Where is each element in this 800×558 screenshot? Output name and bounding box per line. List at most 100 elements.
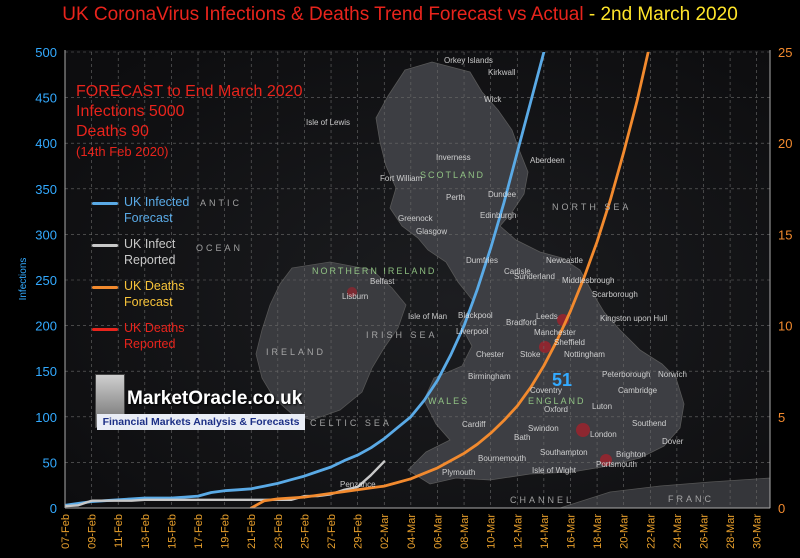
x-tick-label-23-Feb: 23-Feb <box>273 514 285 549</box>
y-axis-left: 0 50 100 150 200 250 300 350 400 450 500 <box>35 45 66 516</box>
map-label-inverness: Inverness <box>436 153 471 162</box>
legend-item-infected-forecast: UK Infected Forecast <box>92 194 200 226</box>
map-label-swindon: Swindon <box>528 424 559 433</box>
map-label-kirkwall: Kirkwall <box>488 68 516 77</box>
map-label-luton: Luton <box>592 402 613 411</box>
map-hotspot-brighton <box>600 454 612 466</box>
y-tick-label-350: 350 <box>35 182 57 197</box>
brand-tagline: Financial Markets Analysis & Forecasts <box>97 414 305 430</box>
legend-swatch-infect-reported <box>92 244 118 247</box>
x-tick-label-09-Feb: 09-Feb <box>87 514 99 549</box>
map-label-nottingham: Nottingham <box>564 350 605 359</box>
y-axis-label: Infections <box>18 258 29 301</box>
forecast-annotation: FORECAST to End March 2020 Infections 50… <box>76 82 302 162</box>
map-hotspot-london <box>576 423 590 437</box>
legend-label-infect-reported: UK Infect Reported <box>124 237 176 267</box>
x-tick-label-04-Mar: 04-Mar <box>406 514 418 549</box>
map-label-london: London <box>590 430 617 439</box>
series-layer <box>65 52 650 508</box>
series-line-0 <box>65 52 546 507</box>
x-tick-label-25-Feb: 25-Feb <box>299 514 311 549</box>
x-tick-label-19-Feb: 19-Feb <box>220 514 232 549</box>
y-tick-label-500: 500 <box>35 45 57 60</box>
y-tick-label-250: 250 <box>35 273 57 288</box>
x-tick-label-26-Mar: 26-Mar <box>698 514 710 549</box>
y-tick-label-400: 400 <box>35 136 57 151</box>
legend-label-deaths-reported: UK Deaths Reported <box>124 321 185 351</box>
forecast-line-3: Deaths 90 <box>76 123 149 140</box>
map-label-cardiff: Cardiff <box>462 420 486 429</box>
y2-tick-label-5: 5 <box>778 410 785 425</box>
y-tick-label-150: 150 <box>35 364 57 379</box>
map-label-lisburn: Lisburn <box>342 292 369 301</box>
map-label-dundee: Dundee <box>488 190 517 199</box>
map-label-liverpool: Liverpool <box>456 327 489 336</box>
x-tick-label-27-Feb: 27-Feb <box>326 514 338 549</box>
legend-item-infect-reported: UK Infect Reported <box>92 236 200 268</box>
legend-item-deaths-forecast: UK Deaths Forecast <box>92 278 200 310</box>
map-label-southend: Southend <box>632 419 667 428</box>
map-label-dover: Dover <box>662 437 684 446</box>
title-main: UK CoronaVirus Infections & Deaths Trend… <box>62 4 584 25</box>
x-tick-label-11-Feb: 11-Feb <box>113 514 125 548</box>
map-label-plymouth: Plymouth <box>442 468 476 477</box>
map-label-stoke: Stoke <box>520 350 541 359</box>
x-tick-label-17-Feb: 17-Feb <box>193 514 205 549</box>
map-label-norwich: Norwich <box>658 370 687 379</box>
map-hotspot-manchester <box>539 341 551 353</box>
y-axis-right: 0 5 10 15 20 25 <box>769 45 792 516</box>
legend-label-infected-forecast: UK Infected Forecast <box>124 195 190 225</box>
brand-name: MarketOracle.co.uk <box>127 388 303 409</box>
y-tick-label-200: 200 <box>35 319 57 334</box>
map-label-edinburgh: Edinburgh <box>480 211 517 220</box>
forecast-line-1: FORECAST to End March 2020 <box>76 83 303 100</box>
map-label-orkney: Orkey Islands <box>444 56 493 65</box>
map-label-north-sea: NORTH SEA <box>552 202 632 212</box>
legend-swatch-infected-forecast <box>92 202 118 205</box>
map-label-isle-of-lewis: Isle of Lewis <box>306 118 351 127</box>
map-label-scotland: SCOTLAND <box>420 170 486 180</box>
x-tick-label-29-Feb: 29-Feb <box>353 514 365 549</box>
map-label-carlisle: Carlisle <box>504 267 531 276</box>
map-label-belfast: Belfast <box>370 277 395 286</box>
y2-tick-label-0: 0 <box>778 501 785 516</box>
x-tick-label-07-Feb: 07-Feb <box>60 514 72 549</box>
map-label-penzance: Penzance <box>340 480 376 489</box>
y2-tick-label-25: 25 <box>778 45 792 60</box>
map-label-celtic-sea: CELTIC SEA <box>310 418 392 428</box>
y-tick-label-300: 300 <box>35 227 57 242</box>
map-label-isle-of-wight: Isle of Wight <box>532 466 577 475</box>
map-label-perth: Perth <box>446 193 466 202</box>
legend-item-deaths-reported: UK Deaths Reported <box>92 320 200 352</box>
map-label-isle-of-man: Isle of Man <box>408 312 448 321</box>
legend-swatch-deaths-forecast <box>92 286 118 289</box>
x-tick-label-18-Mar: 18-Mar <box>592 514 604 549</box>
map-label-fort-william: Fort William <box>380 174 423 183</box>
x-tick-label-14-Mar: 14-Mar <box>539 514 551 549</box>
x-tick-label-15-Feb: 15-Feb <box>166 514 178 549</box>
map-label-cambridge: Cambridge <box>618 386 658 395</box>
x-tick-label-12-Mar: 12-Mar <box>512 514 524 549</box>
map-label-oxford: Oxford <box>544 405 569 414</box>
map-label-wales: WALES <box>428 396 470 406</box>
x-axis: 07-Feb 09-Feb 11-Feb 13-Feb 15-Feb 17-Feb 19-F… <box>60 507 770 549</box>
map-label-sheffield: Sheffield <box>554 338 585 347</box>
x-tick-label-08-Mar: 08-Mar <box>459 514 471 549</box>
map-label-england: ENGLAND <box>528 396 586 406</box>
x-tick-label-28-Mar: 28-Mar <box>725 514 737 549</box>
x-tick-label-24-Mar: 24-Mar <box>672 514 684 549</box>
x-tick-label-21-Feb: 21-Feb <box>246 514 258 549</box>
map-label-greenock: Greenock <box>398 214 433 223</box>
map-label-sunderland: Sunderland <box>514 272 555 281</box>
map-label-bournemouth: Bournemouth <box>478 454 527 463</box>
series-line-2 <box>249 52 650 508</box>
x-tick-label-13-Feb: 13-Feb <box>140 514 152 549</box>
chart-legend: UK Infected Forecast UK Infect Reported … <box>92 194 200 362</box>
forecast-line-4: (14th Feb 2020) <box>76 144 169 159</box>
map-label-leeds: Leeds <box>536 312 558 321</box>
map-label-aberdeen: Aberdeen <box>530 156 565 165</box>
map-label-manchester: Manchester <box>534 328 576 337</box>
map-label-birmingham: Birmingham <box>468 372 511 381</box>
